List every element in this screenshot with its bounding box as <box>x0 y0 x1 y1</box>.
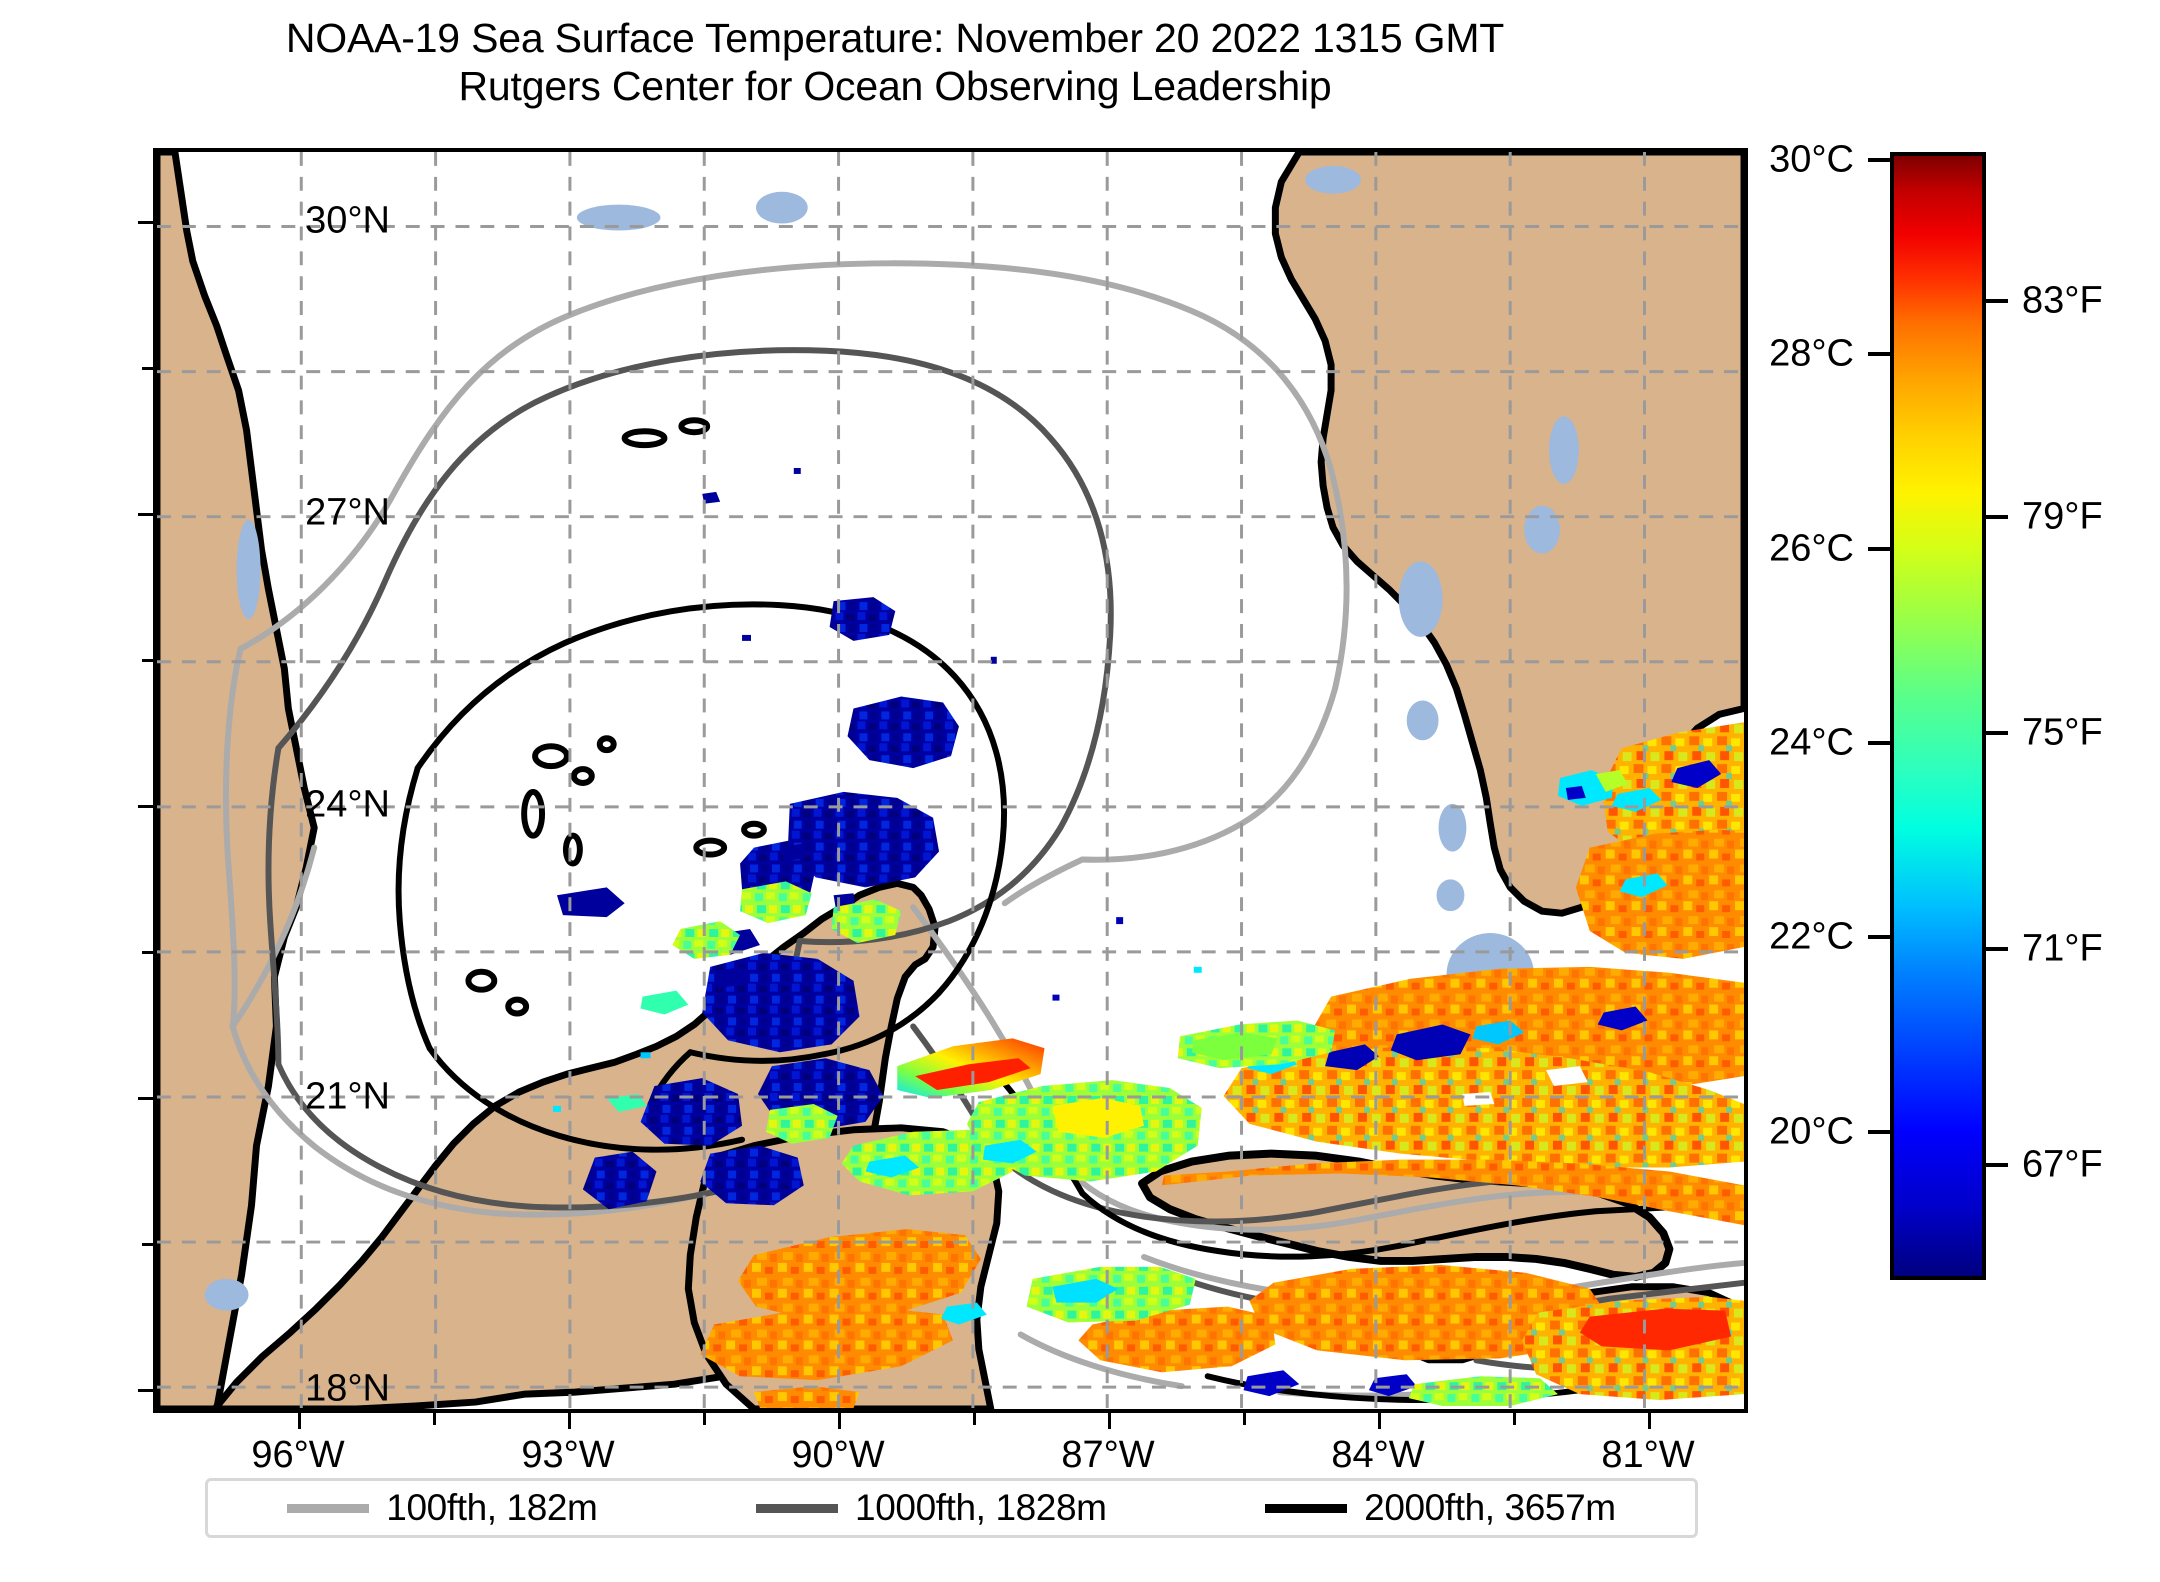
cbar-label-c-0: 30°C <box>1769 138 1854 181</box>
legend-label-1000fth: 1000fth, 1828m <box>855 1487 1107 1528</box>
title-line-2: Rutgers Center for Ocean Observing Leade… <box>458 63 1332 110</box>
y-axis-label-1: 27°N <box>305 491 390 534</box>
x-axis-label-3: 87°W <box>1061 1434 1155 1476</box>
cbar-label-f-1: 79°F <box>2022 495 2103 538</box>
x-axis-label-0: 96°W <box>251 1434 345 1476</box>
legend-item-100fth[interactable]: 100fth, 182m <box>287 1487 598 1529</box>
y-tick-minor <box>142 659 154 662</box>
cbar-tick-c-20 <box>1868 1130 1890 1134</box>
y-axis-label-0: 30°N <box>305 199 390 242</box>
cbar-label-c-2: 26°C <box>1769 527 1854 570</box>
cbar-label-c-4: 22°C <box>1769 915 1854 958</box>
cbar-label-f-3: 71°F <box>2022 927 2103 970</box>
map-canvas <box>157 152 1744 1409</box>
x-tick-84W <box>1378 1413 1381 1429</box>
x-tick-minor <box>1243 1413 1246 1425</box>
y-tick-minor <box>142 1243 154 1246</box>
cbar-tick-c-30 <box>1868 158 1890 162</box>
x-tick-minor <box>433 1413 436 1425</box>
x-tick-minor <box>1513 1413 1516 1425</box>
y-tick-minor <box>142 367 154 370</box>
cbar-tick-f-79 <box>1986 515 2008 519</box>
x-tick-93W <box>568 1413 571 1429</box>
y-axis-label-4: 18°N <box>305 1367 390 1410</box>
legend-item-1000fth[interactable]: 1000fth, 1828m <box>756 1487 1107 1529</box>
y-tick-24N <box>138 805 154 808</box>
cbar-tick-c-26 <box>1868 547 1890 551</box>
bathymetry-legend: 100fth, 182m 1000fth, 1828m 2000fth, 365… <box>205 1478 1698 1538</box>
colorbar[interactable]: 30°C 28°C 26°C 24°C 22°C 20°C 83°F 79°F … <box>1769 139 2103 1280</box>
x-tick-81W <box>1648 1413 1651 1429</box>
x-axis-label-5: 81°W <box>1601 1434 1695 1476</box>
cbar-tick-c-28 <box>1868 352 1890 356</box>
contour-line-swatch-100fth <box>287 1503 370 1513</box>
contour-line-swatch-1000fth <box>756 1503 839 1513</box>
y-tick-27N <box>138 513 154 516</box>
y-tick-minor <box>142 951 154 954</box>
x-axis-label-1: 93°W <box>521 1434 615 1476</box>
colorbar-gradient <box>1890 152 1986 1280</box>
cbar-label-c-3: 24°C <box>1769 721 1854 764</box>
x-axis-label-4: 84°W <box>1331 1434 1425 1476</box>
cbar-tick-c-22 <box>1868 935 1890 939</box>
y-tick-18N <box>138 1389 154 1392</box>
legend-item-2000fth[interactable]: 2000fth, 3657m <box>1265 1487 1616 1529</box>
cbar-label-f-4: 67°F <box>2022 1143 2103 1186</box>
x-tick-minor <box>973 1413 976 1425</box>
y-tick-30N <box>138 221 154 224</box>
contour-line-swatch-2000fth <box>1265 1503 1348 1513</box>
x-tick-minor <box>703 1413 706 1425</box>
legend-label-2000fth: 2000fth, 3657m <box>1364 1487 1616 1528</box>
title-line-1: NOAA-19 Sea Surface Temperature: Novembe… <box>285 15 1505 61</box>
cbar-tick-f-83 <box>1986 299 2008 303</box>
sst-map-axes[interactable] <box>153 148 1748 1413</box>
cbar-tick-f-67 <box>1986 1163 2008 1167</box>
cbar-tick-c-24 <box>1868 741 1890 745</box>
x-tick-90W <box>838 1413 841 1429</box>
y-axis-label-2: 24°N <box>305 783 390 826</box>
cbar-label-c-1: 28°C <box>1769 332 1854 375</box>
legend-label-100fth: 100fth, 182m <box>386 1487 598 1528</box>
figure-title: NOAA-19 Sea Surface Temperature: Novembe… <box>0 14 1790 111</box>
cbar-label-f-0: 83°F <box>2022 279 2103 322</box>
cbar-tick-f-75 <box>1986 731 2008 735</box>
x-tick-87W <box>1108 1413 1111 1429</box>
cbar-label-f-2: 75°F <box>2022 711 2103 754</box>
y-tick-21N <box>138 1097 154 1100</box>
cbar-label-c-5: 20°C <box>1769 1110 1854 1153</box>
y-axis-label-3: 21°N <box>305 1075 390 1118</box>
x-tick-96W <box>298 1413 301 1429</box>
cbar-tick-f-71 <box>1986 947 2008 951</box>
x-axis-label-2: 90°W <box>791 1434 885 1476</box>
